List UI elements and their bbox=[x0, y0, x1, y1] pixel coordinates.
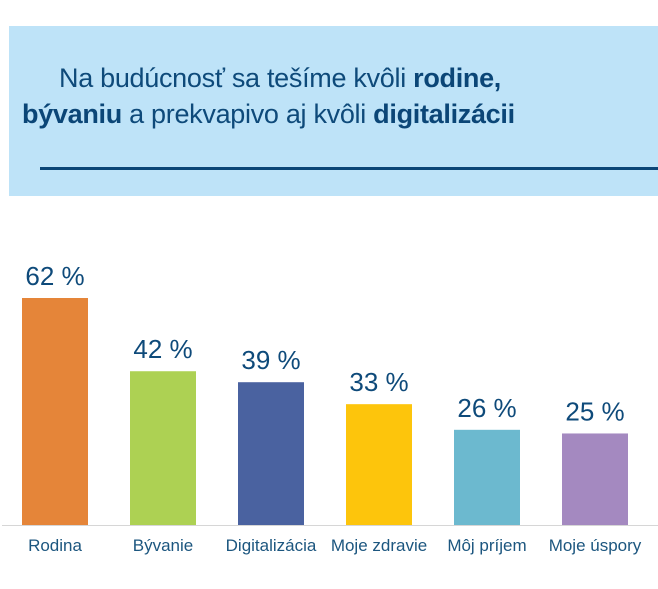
value-label: 33 % bbox=[349, 367, 408, 397]
category-label: Moje zdravie bbox=[331, 536, 427, 555]
category-label: Rodina bbox=[28, 536, 82, 555]
category-label: Bývanie bbox=[133, 536, 193, 555]
title-line-2: bývaniu a prekvapivo aj kvôli digitalizá… bbox=[9, 96, 658, 132]
title-text: Na budúcnosť sa tešíme kvôli bbox=[59, 63, 414, 93]
title-bold-text: rodine, bbox=[413, 63, 502, 93]
chart-title: Na budúcnosť sa tešíme kvôli rodine, býv… bbox=[9, 60, 658, 132]
title-bold-text: bývaniu bbox=[22, 99, 122, 129]
bar-môj-príjem bbox=[454, 429, 520, 525]
value-label: 25 % bbox=[565, 396, 624, 426]
title-banner: Na budúcnosť sa tešíme kvôli rodine, býv… bbox=[9, 26, 658, 196]
value-label: 62 % bbox=[25, 261, 84, 291]
value-label: 42 % bbox=[133, 334, 192, 364]
title-text: a prekvapivo aj kvôli bbox=[121, 99, 374, 129]
category-label: Moje úspory bbox=[549, 536, 642, 555]
title-underline bbox=[40, 167, 658, 170]
bar-bývanie bbox=[130, 371, 196, 525]
bar-moje-zdravie bbox=[346, 404, 412, 525]
value-label: 26 % bbox=[457, 393, 516, 423]
title-bold-text: digitalizácii bbox=[373, 99, 515, 129]
bar-rodina bbox=[22, 298, 88, 525]
labels-group: 62 % Rodina 42 % Bývanie 39 % Digitalizácia 33… bbox=[25, 261, 641, 555]
bars-group bbox=[22, 298, 628, 525]
bar-moje-úspory bbox=[562, 433, 628, 525]
title-line-1: Na budúcnosť sa tešíme kvôli rodine, bbox=[9, 60, 658, 96]
bar-chart: 62 % Rodina 42 % Bývanie 39 % Digitalizácia 33… bbox=[2, 261, 658, 555]
category-label: Digitalizácia bbox=[226, 536, 317, 555]
value-label: 39 % bbox=[241, 345, 300, 375]
category-label: Môj príjem bbox=[447, 536, 526, 555]
bar-digitalizácia bbox=[238, 382, 304, 525]
